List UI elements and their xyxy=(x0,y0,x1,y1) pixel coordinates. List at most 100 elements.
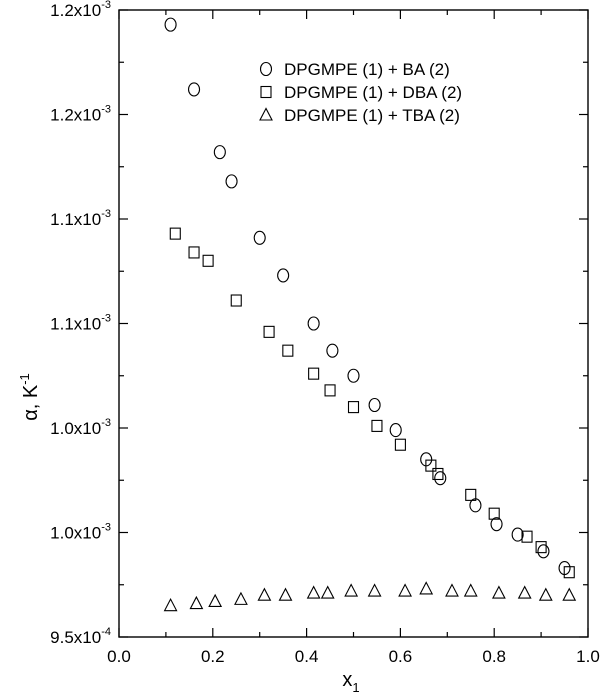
y-tick-label: 1.2x10-3 xyxy=(50,104,111,125)
data-point-circle xyxy=(213,145,226,160)
data-point-circle xyxy=(307,316,320,331)
x-axis-title-main: x xyxy=(342,669,352,691)
data-point-circle xyxy=(537,544,550,559)
y-tick-mantissa: 1.1x10 xyxy=(50,315,101,334)
series-triangle xyxy=(163,581,577,612)
y-tick-exponent: -3 xyxy=(101,417,111,429)
y-tick-exponent: -4 xyxy=(101,626,111,638)
plot-border xyxy=(118,9,589,638)
y-tick-mantissa: 9.5x10 xyxy=(50,628,101,647)
x-tick-label: 0.2 xyxy=(201,647,225,666)
data-point-triangle xyxy=(320,585,335,599)
y-tick-mantissa: 1.2x10 xyxy=(50,1,101,20)
data-point-circle xyxy=(434,471,447,486)
y-axis-title-main: α, K xyxy=(20,384,42,421)
y-tick-exponent: -3 xyxy=(101,104,111,116)
data-point-circle xyxy=(326,343,339,358)
data-point-circle xyxy=(253,230,266,245)
data-point-circle xyxy=(368,397,381,413)
data-point-triangle xyxy=(189,595,204,610)
data-point-square xyxy=(188,246,200,259)
data-point-triangle xyxy=(163,597,178,612)
data-point-circle xyxy=(511,527,524,542)
data-point-triangle xyxy=(398,583,412,597)
data-point-square xyxy=(169,227,181,240)
data-point-circle xyxy=(490,517,503,532)
x-axis-title-subscript: 1 xyxy=(352,680,359,695)
data-point-triangle xyxy=(517,585,532,599)
y-axis: 9.5x10-41.0x10-31.0x10-31.1x10-31.1x10-3… xyxy=(50,0,588,647)
y-tick-exponent: -3 xyxy=(101,208,111,220)
data-point-triangle xyxy=(208,593,223,608)
data-point-square xyxy=(308,367,320,380)
legend-label: DPGMPE (1) + DBA (2) xyxy=(284,83,462,102)
x-tick-label: 0.6 xyxy=(389,647,413,666)
legend-label: DPGMPE (1) + TBA (2) xyxy=(284,106,460,125)
data-point-circle xyxy=(225,174,238,189)
data-point-square xyxy=(324,384,336,397)
y-axis-title-superscript: -1 xyxy=(17,373,32,385)
y-tick-mantissa: 1.2x10 xyxy=(50,106,101,125)
data-point-circle xyxy=(164,17,177,32)
data-point-triangle xyxy=(278,587,293,601)
y-tick-label: 1.0x10-3 xyxy=(50,522,111,543)
y-tick-label: 1.0x10-3 xyxy=(50,417,111,438)
x-tick-label: 0.0 xyxy=(107,647,131,666)
x-tick-label: 0.4 xyxy=(295,647,319,666)
data-point-circle xyxy=(187,82,201,97)
y-tick-label: 1.1x10-3 xyxy=(50,313,111,334)
x-axis: 0.0 0.2 0.4 0.6 0.8 1.0 xyxy=(107,10,600,666)
data-point-square xyxy=(371,419,383,432)
data-point-triangle xyxy=(306,585,321,599)
data-point-square xyxy=(202,254,214,267)
data-point-square xyxy=(432,467,444,481)
data-point-square xyxy=(563,566,575,579)
plot-frame xyxy=(118,9,589,638)
y-tick-exponent: -3 xyxy=(101,522,111,534)
y-tick-label: 9.5x10-4 xyxy=(50,626,111,647)
data-point-triangle xyxy=(367,583,382,597)
data-point-square xyxy=(282,344,294,357)
data-point-square xyxy=(347,401,360,414)
y-axis-title: α, K-1 xyxy=(17,373,42,421)
data-point-triangle xyxy=(419,581,434,595)
data-point-triangle xyxy=(562,587,577,601)
legend-symbol-triangle xyxy=(259,107,273,121)
data-point-triangle xyxy=(445,583,459,597)
series-circle xyxy=(164,17,571,576)
data-point-triangle xyxy=(234,591,248,605)
data-point-square xyxy=(535,541,547,554)
y-tick-exponent: -3 xyxy=(101,0,111,11)
legend-symbol-square xyxy=(260,85,272,99)
data-point-square xyxy=(521,530,533,543)
data-point-square xyxy=(425,459,437,472)
x-tick-label: 1.0 xyxy=(576,647,600,666)
data-point-square xyxy=(263,325,275,338)
y-tick-mantissa: 1.0x10 xyxy=(50,419,101,438)
legend-label: DPGMPE (1) + BA (2) xyxy=(284,60,450,79)
y-tick-mantissa: 1.1x10 xyxy=(50,210,101,229)
x-tick-label: 0.8 xyxy=(482,647,506,666)
legend-symbol-circle xyxy=(259,61,273,77)
legend: DPGMPE (1) + BA (2) DPGMPE (1) + DBA (2) D… xyxy=(259,60,462,125)
data-point-square xyxy=(465,488,477,501)
data-point-circle xyxy=(389,423,402,438)
data-points xyxy=(163,17,577,612)
data-point-circle xyxy=(347,368,360,383)
data-point-circle xyxy=(277,268,290,283)
data-point-square xyxy=(230,294,242,307)
data-point-triangle xyxy=(463,583,478,597)
data-point-square xyxy=(488,507,500,520)
x-axis-title: x1 xyxy=(342,669,359,695)
data-point-triangle xyxy=(344,583,359,597)
data-point-square xyxy=(394,438,406,451)
data-point-triangle xyxy=(491,585,506,599)
y-tick-label: 1.2x10-3 xyxy=(50,0,111,20)
y-tick-label: 1.1x10-3 xyxy=(50,208,111,229)
series-square xyxy=(169,227,575,579)
data-point-triangle xyxy=(538,587,553,601)
y-tick-exponent: -3 xyxy=(101,313,111,325)
y-tick-mantissa: 1.0x10 xyxy=(50,524,101,543)
data-point-triangle xyxy=(257,587,272,601)
